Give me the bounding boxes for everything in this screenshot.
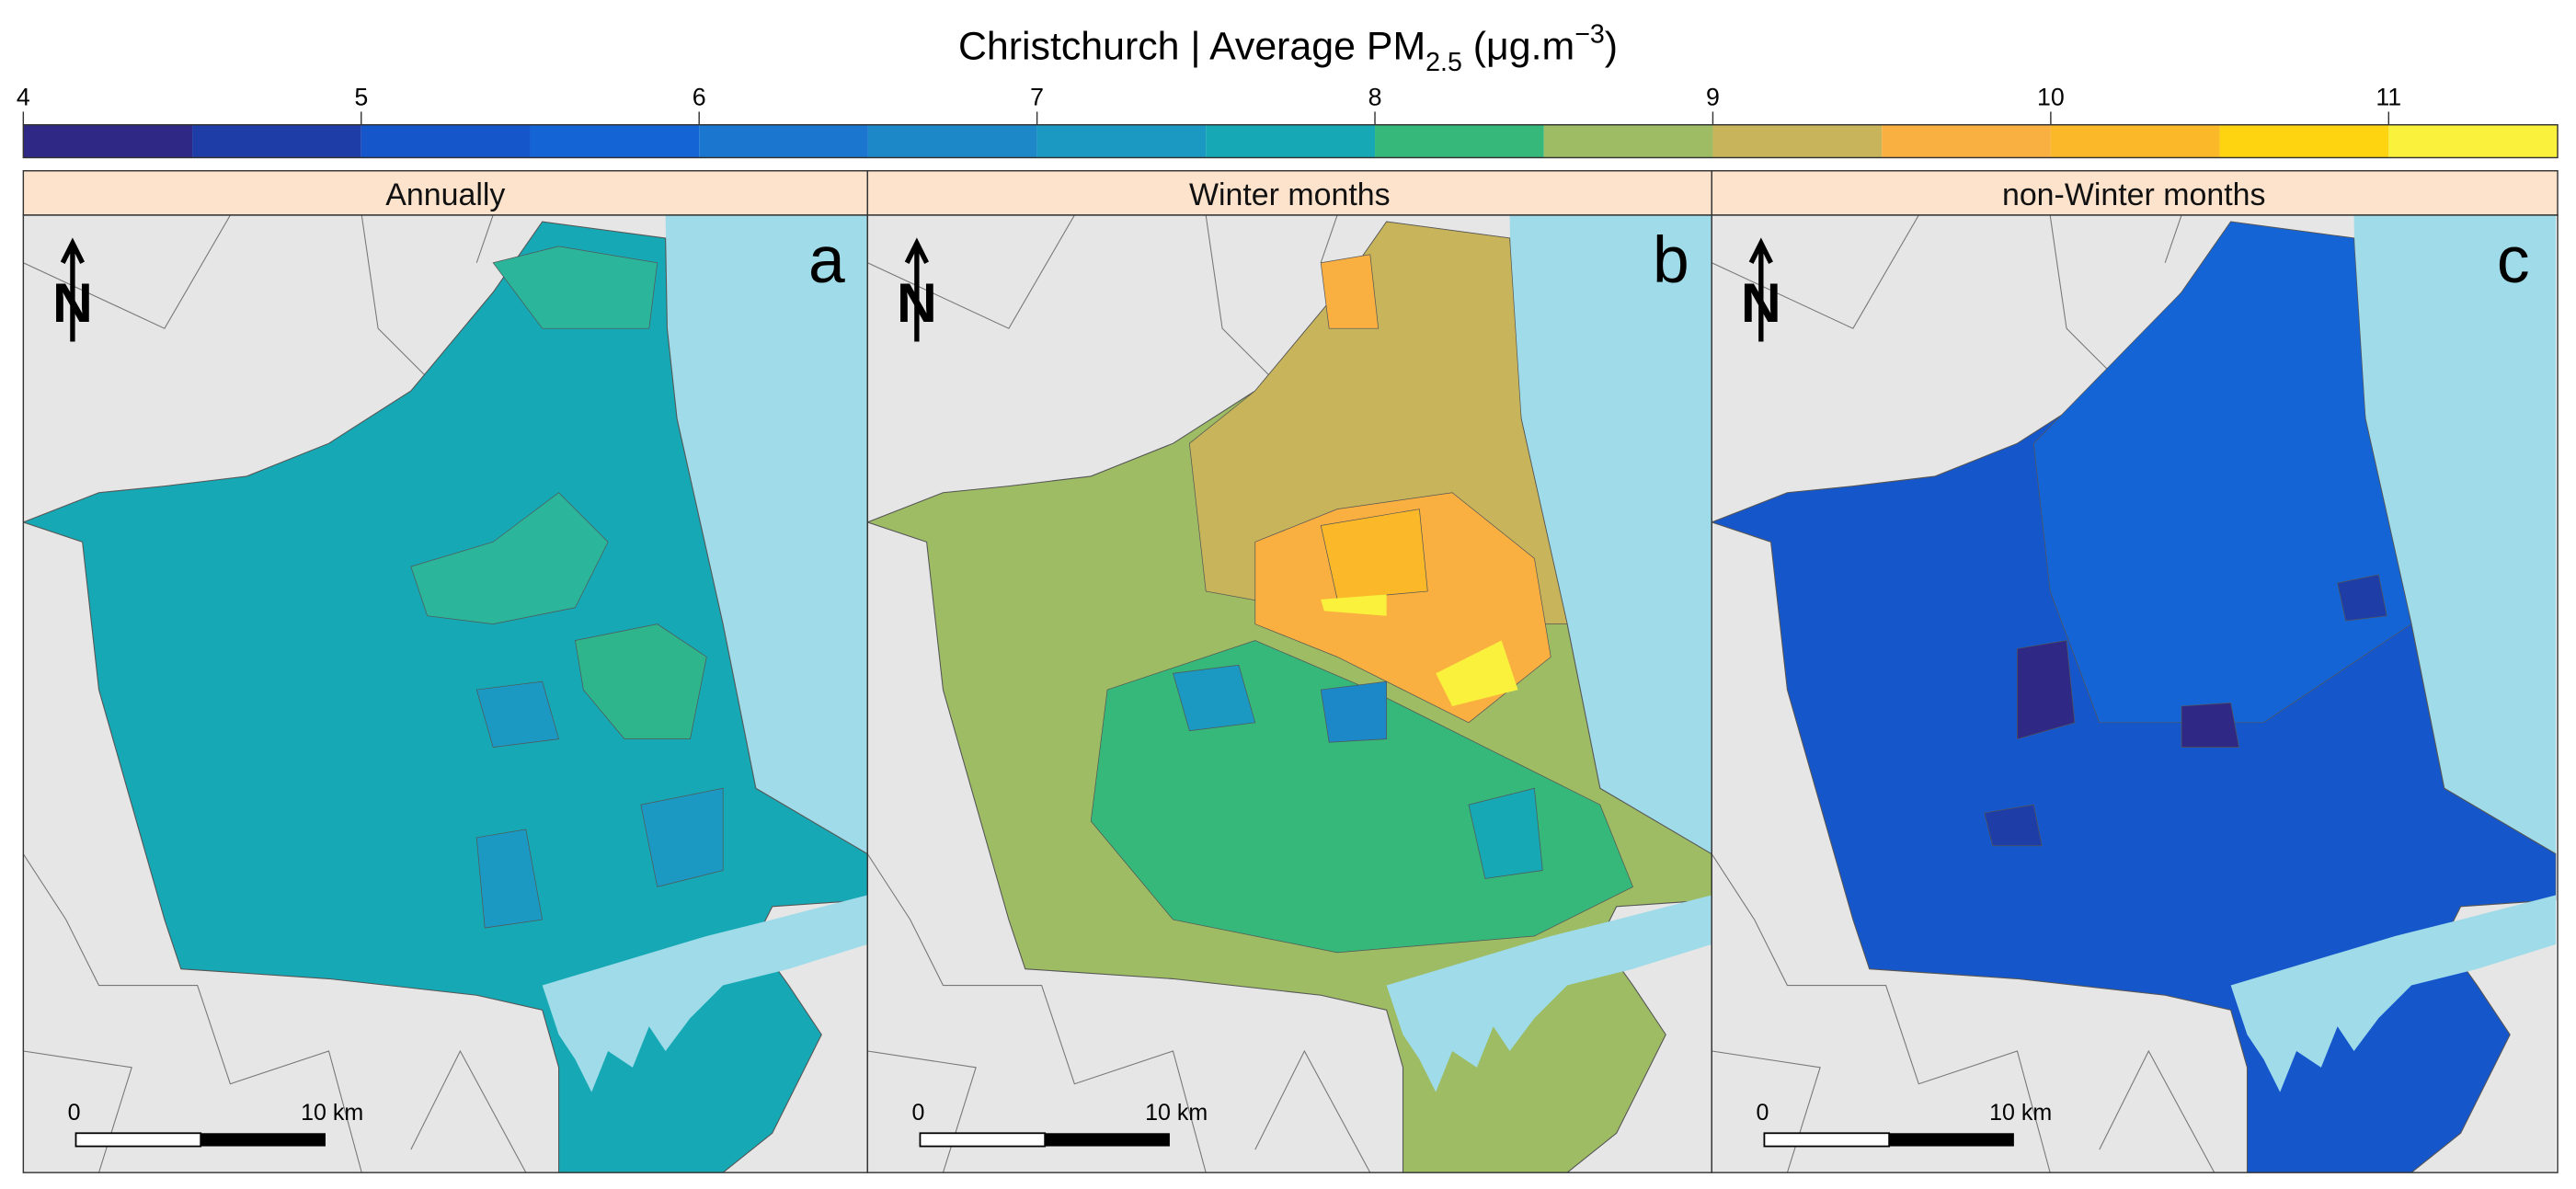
panel: Winter months N b 0 10 km	[866, 170, 1712, 1173]
panel-letter: c	[2497, 223, 2530, 297]
panel: Annually N a 0 10 km	[22, 170, 869, 1173]
north-label: N	[52, 271, 93, 334]
colorbar-tick-label: 11	[2376, 83, 2401, 110]
colorbar-segment	[23, 124, 193, 158]
colorbar-segment	[2050, 124, 2220, 158]
panel-title: non-Winter months	[2002, 177, 2266, 212]
scale-start: 0	[68, 1100, 81, 1126]
map: N b 0 10 km	[867, 214, 1712, 1173]
panel-header	[866, 170, 1712, 216]
colorbar-segment	[1036, 124, 1207, 158]
colorbar-segment	[192, 124, 361, 158]
colorbar-tick-label: 5	[354, 83, 368, 110]
scale-end: 10 km	[1145, 1100, 1208, 1126]
map: N c 0 10 km	[1712, 214, 2557, 1173]
map: N a 0 10 km	[23, 214, 868, 1173]
colorbar-tick-label: 6	[693, 83, 706, 110]
colorbar-tick-label: 8	[1368, 83, 1382, 110]
colorbar-segment	[361, 124, 531, 158]
scale-start: 0	[912, 1100, 925, 1126]
colorbar: 4 5 6 7 8 9 10 11	[17, 83, 2559, 159]
title-text: Christchurch | Average PM	[958, 24, 1425, 68]
colorbar-segment	[1543, 124, 1713, 158]
panel: non-Winter months N c 0 10 km	[1711, 170, 2559, 1173]
title-unit-close: )	[1605, 24, 1618, 68]
colorbar-tick-label: 10	[2037, 83, 2065, 110]
colorbar-segment	[1712, 124, 1883, 158]
panel-header	[1711, 170, 2559, 216]
colorbar-segment	[867, 124, 1037, 158]
colorbar-segment	[2219, 124, 2389, 158]
colorbar-segment	[1882, 124, 2051, 158]
figure-title: Christchurch | Average PM2.5 (μg.m−3)	[958, 19, 1618, 76]
panel-title: Annually	[385, 177, 505, 212]
colorbar-frame	[22, 124, 2559, 159]
title-subscript: 2.5	[1425, 48, 1462, 77]
colorbar-segment	[2388, 124, 2559, 158]
colorbar-tick-label: 7	[1030, 83, 1044, 110]
colorbar-segment	[1375, 124, 1544, 158]
title-superscript: −3	[1574, 19, 1605, 49]
colorbar-tick-label: 4	[17, 83, 30, 110]
colorbar-segment	[530, 124, 700, 158]
panel-title: Winter months	[1189, 177, 1391, 212]
north-label: N	[897, 271, 937, 334]
colorbar-tick-label: 9	[1706, 83, 1720, 110]
colorbar-segment	[1206, 124, 1376, 158]
scale-end: 10 km	[1989, 1100, 2052, 1126]
north-label: N	[1741, 271, 1781, 334]
scale-end: 10 km	[301, 1100, 363, 1126]
panel-letter: a	[808, 223, 845, 297]
panel-letter: b	[1653, 223, 1689, 297]
title-unit: (μg.m	[1462, 24, 1574, 68]
scale-start: 0	[1756, 1100, 1769, 1126]
colorbar-segment	[699, 124, 868, 158]
